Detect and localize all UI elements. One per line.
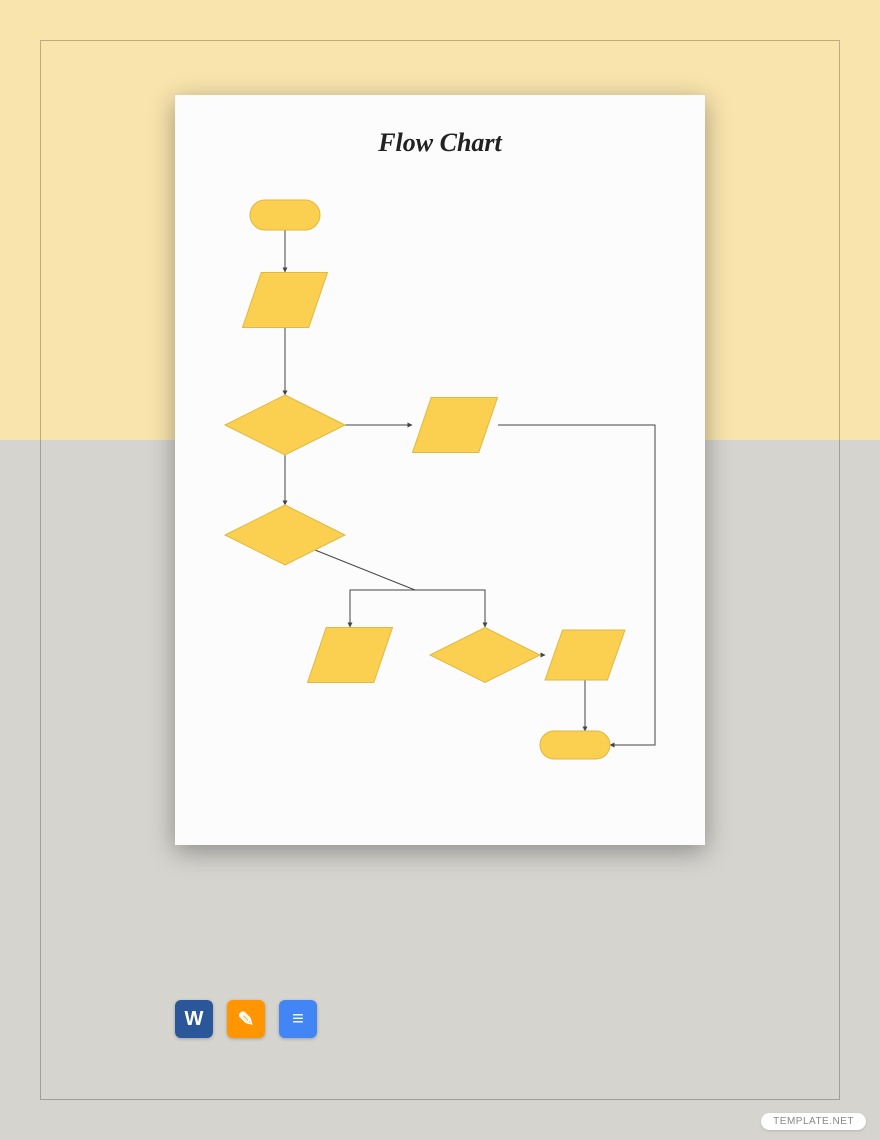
pages-icon-glyph: ✎	[238, 1007, 255, 1032]
flowchart-canvas	[175, 95, 705, 845]
gdocs-icon[interactable]: ≡	[279, 1000, 317, 1038]
node-dec2	[225, 505, 345, 565]
node-end	[540, 731, 610, 759]
page-title: Flow Chart	[175, 128, 705, 158]
document-page	[175, 95, 705, 845]
app-icon-row: W ✎ ≡	[175, 1000, 317, 1038]
connector	[415, 590, 485, 627]
pages-icon[interactable]: ✎	[227, 1000, 265, 1038]
node-io4	[545, 630, 625, 680]
node-start	[250, 200, 320, 230]
node-io3	[308, 628, 393, 683]
node-io2	[413, 398, 498, 453]
node-io1	[243, 273, 328, 328]
word-icon[interactable]: W	[175, 1000, 213, 1038]
connector	[350, 590, 415, 627]
node-dec1	[225, 395, 345, 455]
gdocs-icon-glyph: ≡	[292, 1008, 304, 1031]
connector	[498, 425, 655, 745]
watermark-badge: TEMPLATE.NET	[761, 1113, 866, 1130]
node-dec3	[430, 628, 540, 683]
word-icon-glyph: W	[185, 1008, 204, 1031]
connector	[315, 550, 415, 590]
